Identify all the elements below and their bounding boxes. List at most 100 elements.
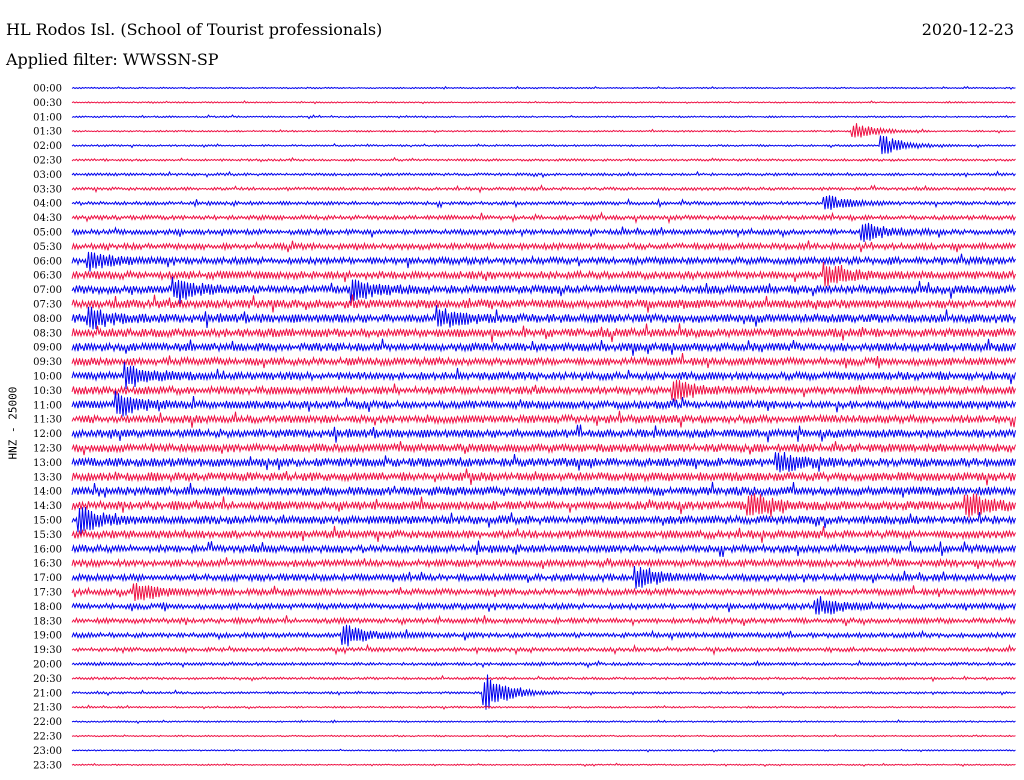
trace-0900	[71, 338, 1016, 356]
time-tick-label: 20:00	[33, 660, 62, 671]
trace-2200	[71, 719, 1016, 725]
time-tick-label: 02:00	[33, 141, 62, 152]
trace-1200	[71, 424, 1016, 443]
time-tick-label: 05:30	[33, 242, 62, 253]
trace-0130	[71, 123, 1016, 138]
time-tick-label: 02:30	[33, 156, 62, 167]
time-tick-label: 18:00	[33, 602, 62, 613]
trace-1930	[71, 643, 1016, 656]
time-tick-label: 12:00	[33, 429, 62, 440]
trace-0230	[71, 156, 1016, 163]
trace-0800	[71, 305, 1016, 330]
trace-1400	[71, 481, 1016, 498]
time-tick-label: 03:00	[33, 170, 62, 181]
trace-2230	[71, 734, 1016, 739]
time-tick-label: 05:00	[33, 228, 62, 239]
trace-1000	[71, 361, 1016, 390]
time-tick-label: 00:30	[33, 98, 62, 109]
station-title: HL Rodos Isl. (School of Tourist profess…	[6, 20, 383, 39]
trace-0200	[71, 135, 1016, 155]
trace-0100	[71, 114, 1016, 120]
trace-2330	[71, 762, 1016, 767]
time-tick-label: 15:00	[33, 516, 62, 527]
time-tick-label: 23:30	[33, 760, 62, 771]
time-tick-label: 19:30	[33, 645, 62, 656]
time-tick-label: 10:00	[33, 372, 62, 383]
time-tick-label: 11:00	[33, 400, 62, 411]
time-tick-label: 10:30	[33, 386, 62, 397]
time-tick-label: 16:00	[33, 544, 62, 555]
trace-0000	[71, 85, 1016, 90]
time-tick-label: 11:30	[33, 415, 62, 426]
trace-2130	[71, 704, 1016, 710]
trace-0400	[71, 195, 1016, 210]
time-tick-label: 14:30	[33, 501, 62, 512]
time-tick-label: 09:30	[33, 357, 62, 368]
time-tick-label: 19:00	[33, 631, 62, 642]
time-tick-label: 08:00	[33, 314, 62, 325]
time-tick-label: 00:00	[33, 84, 62, 95]
trace-0330	[71, 184, 1016, 194]
trace-1100	[71, 390, 1016, 417]
time-tick-label: 18:30	[33, 616, 62, 627]
trace-1530	[71, 525, 1016, 543]
time-tick-label: 01:00	[33, 112, 62, 123]
trace-0700	[71, 276, 1016, 304]
time-tick-label: 21:30	[33, 703, 62, 714]
time-tick-label: 21:00	[33, 688, 62, 699]
trace-1630	[71, 557, 1016, 570]
trace-0500	[71, 222, 1016, 242]
trace-1900	[71, 624, 1016, 647]
time-tick-label: 07:30	[33, 300, 62, 311]
trace-0630	[71, 261, 1016, 287]
trace-2000	[71, 659, 1016, 669]
time-tick-label: 20:30	[33, 674, 62, 685]
time-tick-label: 04:00	[33, 199, 62, 210]
time-tick-label: 12:30	[33, 444, 62, 455]
trace-1500	[71, 506, 1016, 536]
trace-1830	[71, 614, 1016, 627]
time-tick-label: 06:30	[33, 271, 62, 282]
time-tick-label: 16:30	[33, 559, 62, 570]
filter-label: Applied filter: WWSSN-SP	[6, 50, 219, 69]
time-tick-label: 13:00	[33, 458, 62, 469]
time-tick-label: 03:30	[33, 184, 62, 195]
trace-0830	[71, 323, 1016, 343]
trace-1130	[71, 410, 1016, 428]
trace-2100	[71, 674, 1016, 710]
trace-1230	[71, 441, 1016, 456]
trace-2300	[71, 748, 1016, 753]
time-tick-label: 23:00	[33, 746, 62, 757]
trace-1430	[71, 493, 1016, 518]
trace-0430	[71, 211, 1016, 225]
time-tick-label: 13:30	[33, 472, 62, 483]
trace-1700	[71, 565, 1016, 589]
trace-1030	[71, 379, 1016, 402]
time-tick-label: 22:00	[33, 717, 62, 728]
time-tick-label: 17:30	[33, 588, 62, 599]
trace-0730	[71, 294, 1016, 313]
time-tick-label: 01:30	[33, 127, 62, 138]
time-tick-label: 14:00	[33, 487, 62, 498]
trace-0930	[71, 353, 1016, 369]
time-tick-label: 06:00	[33, 256, 62, 267]
trace-1300	[71, 452, 1016, 473]
trace-1600	[71, 540, 1016, 557]
trace-1800	[71, 596, 1016, 615]
time-tick-label: 22:30	[33, 732, 62, 743]
trace-0600	[71, 251, 1016, 272]
time-tick-label: 04:30	[33, 213, 62, 224]
trace-0300	[71, 170, 1016, 179]
time-tick-label: 17:00	[33, 573, 62, 584]
trace-0030	[71, 100, 1016, 105]
trace-1330	[71, 468, 1016, 486]
recording-date: 2020-12-23	[921, 20, 1014, 39]
trace-1730	[71, 583, 1016, 602]
time-tick-label: 08:30	[33, 328, 62, 339]
trace-0530	[71, 240, 1016, 253]
time-tick-label: 15:30	[33, 530, 62, 541]
time-tick-label: 09:00	[33, 343, 62, 354]
trace-2030	[71, 674, 1016, 683]
time-tick-label: 07:00	[33, 285, 62, 296]
